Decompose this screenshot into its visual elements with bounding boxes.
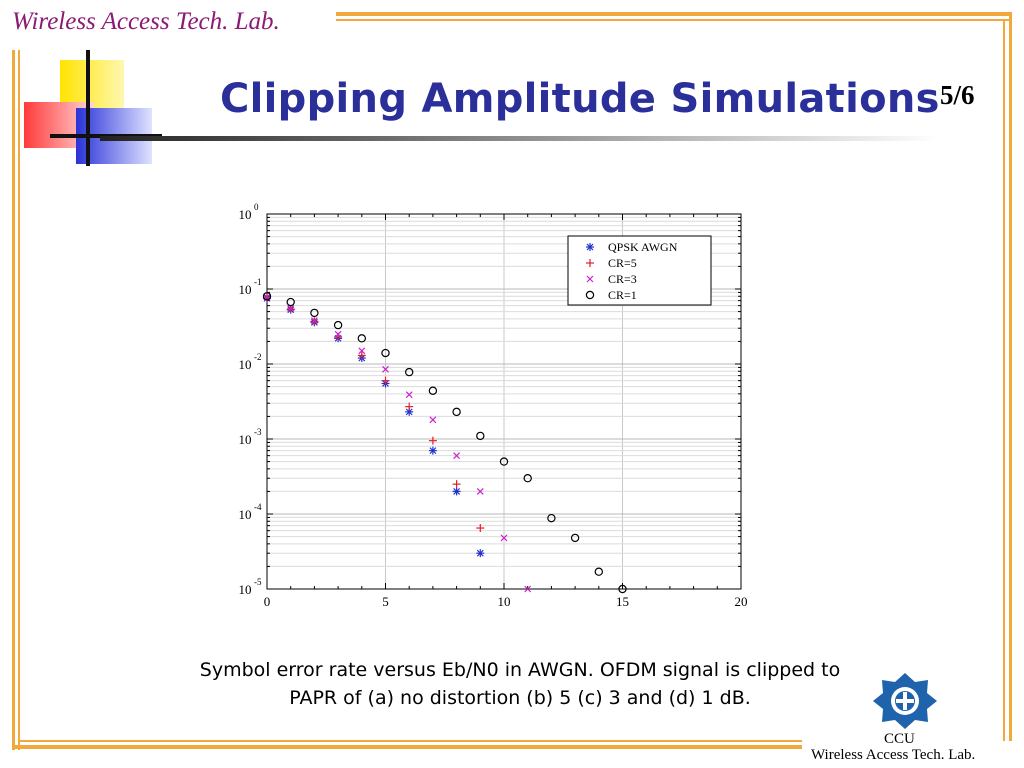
data-point xyxy=(286,297,295,307)
legend-marker xyxy=(585,290,595,300)
data-point xyxy=(404,367,414,377)
caption-line-2: PAPR of (a) no distortion (b) 5 (c) 3 an… xyxy=(289,687,751,709)
x-tick-labels: 0 5 10 15 20 xyxy=(264,594,748,609)
data-point xyxy=(333,320,343,330)
series-plus xyxy=(263,293,485,533)
y-tick-label: 10 0 xyxy=(239,202,260,222)
y-tick-base: 10 xyxy=(239,582,252,597)
data-point xyxy=(381,348,390,358)
y-tick-label: 10 -4 xyxy=(239,502,262,522)
x-tick-label: 15 xyxy=(616,594,629,609)
data-point xyxy=(405,391,413,399)
data-point xyxy=(310,317,319,326)
series-circle xyxy=(262,292,627,594)
legend-label: QPSK AWGN xyxy=(608,240,678,254)
deco-vertical-bar xyxy=(86,50,90,166)
chart-axes xyxy=(266,213,742,590)
legend-marker xyxy=(586,243,594,251)
data-point xyxy=(476,487,484,495)
data-point xyxy=(405,402,414,411)
chart-series xyxy=(262,292,627,594)
data-point xyxy=(476,524,485,533)
y-tick-exponent: -1 xyxy=(254,277,262,287)
series-cross xyxy=(263,293,532,593)
data-point xyxy=(381,376,390,385)
legend-item: CR=1 xyxy=(585,288,637,302)
data-point xyxy=(523,474,532,483)
y-tick-exponent: -4 xyxy=(254,502,262,512)
frame-right-lines xyxy=(1003,12,1012,741)
data-point xyxy=(453,452,461,460)
slide-title: Clipping Amplitude Simulations xyxy=(220,76,940,122)
y-tick-base: 10 xyxy=(239,507,252,522)
data-point xyxy=(310,317,318,324)
x-tick-label: 5 xyxy=(382,594,389,609)
lab-name-header: Wireless Access Tech. Lab. xyxy=(12,8,280,35)
legend-item: CR=3 xyxy=(586,272,637,286)
footer-org: CCU xyxy=(884,731,915,747)
y-tick-label: 10 -5 xyxy=(239,577,262,597)
x-tick-label: 0 xyxy=(264,594,271,609)
data-point xyxy=(358,347,366,355)
data-point xyxy=(428,386,438,395)
figure-caption: Symbol error rate versus Eb/N0 in AWGN. … xyxy=(100,656,940,712)
data-point xyxy=(499,457,509,466)
data-point xyxy=(476,549,485,558)
x-tick-label: 20 xyxy=(735,594,748,609)
y-tick-base: 10 xyxy=(239,357,252,372)
data-point xyxy=(476,431,485,441)
legend-item: QPSK AWGN xyxy=(586,240,678,254)
frame-top-lines xyxy=(336,12,1012,21)
data-point xyxy=(452,487,461,496)
data-point xyxy=(524,585,532,593)
legend-item: CR=5 xyxy=(586,256,637,270)
data-point xyxy=(310,308,319,318)
data-point xyxy=(570,533,580,543)
chart-legend: QPSK AWGN CR=5 CR=3 CR=1 xyxy=(567,235,712,306)
legend-marker xyxy=(586,259,594,267)
data-point xyxy=(357,351,366,360)
data-point xyxy=(452,407,461,417)
footer-lab-name: Wireless Access Tech. Lab. xyxy=(811,747,976,763)
decorative-squares xyxy=(24,50,162,166)
frame-bottom-lines xyxy=(12,740,802,749)
legend-marker xyxy=(586,275,594,283)
y-tick-label: 10 -1 xyxy=(239,277,262,297)
legend-label: CR=1 xyxy=(608,288,637,302)
y-tick-base: 10 xyxy=(239,207,252,222)
legend-label: CR=5 xyxy=(608,256,637,270)
data-point xyxy=(428,436,437,445)
y-tick-base: 10 xyxy=(239,432,252,447)
caption-line-1: Symbol error rate versus Eb/N0 in AWGN. … xyxy=(199,659,841,681)
y-tick-exponent: -3 xyxy=(254,427,262,437)
data-point xyxy=(594,567,603,576)
data-point xyxy=(500,534,508,542)
y-tick-label: 10 -3 xyxy=(239,427,262,447)
y-tick-base: 10 xyxy=(239,282,252,297)
data-point xyxy=(382,365,389,373)
data-point xyxy=(428,446,437,455)
y-tick-exponent: -5 xyxy=(254,577,262,587)
data-point xyxy=(262,292,272,301)
data-point xyxy=(429,416,437,424)
data-point xyxy=(547,513,556,523)
data-point xyxy=(334,330,342,338)
title-underline xyxy=(100,136,940,141)
y-tick-label: 10 -2 xyxy=(239,352,262,372)
x-tick-label: 10 xyxy=(498,594,511,609)
data-point xyxy=(287,305,295,312)
data-point xyxy=(452,480,461,489)
legend-label: CR=3 xyxy=(608,272,637,286)
ccu-logo-icon xyxy=(873,673,937,729)
frame-left-lines xyxy=(12,50,20,750)
y-tick-exponent: 0 xyxy=(254,202,259,212)
y-tick-exponent: -2 xyxy=(254,352,262,362)
data-point xyxy=(357,334,366,343)
page-number: 5/6 xyxy=(940,80,975,110)
data-point xyxy=(618,584,627,594)
